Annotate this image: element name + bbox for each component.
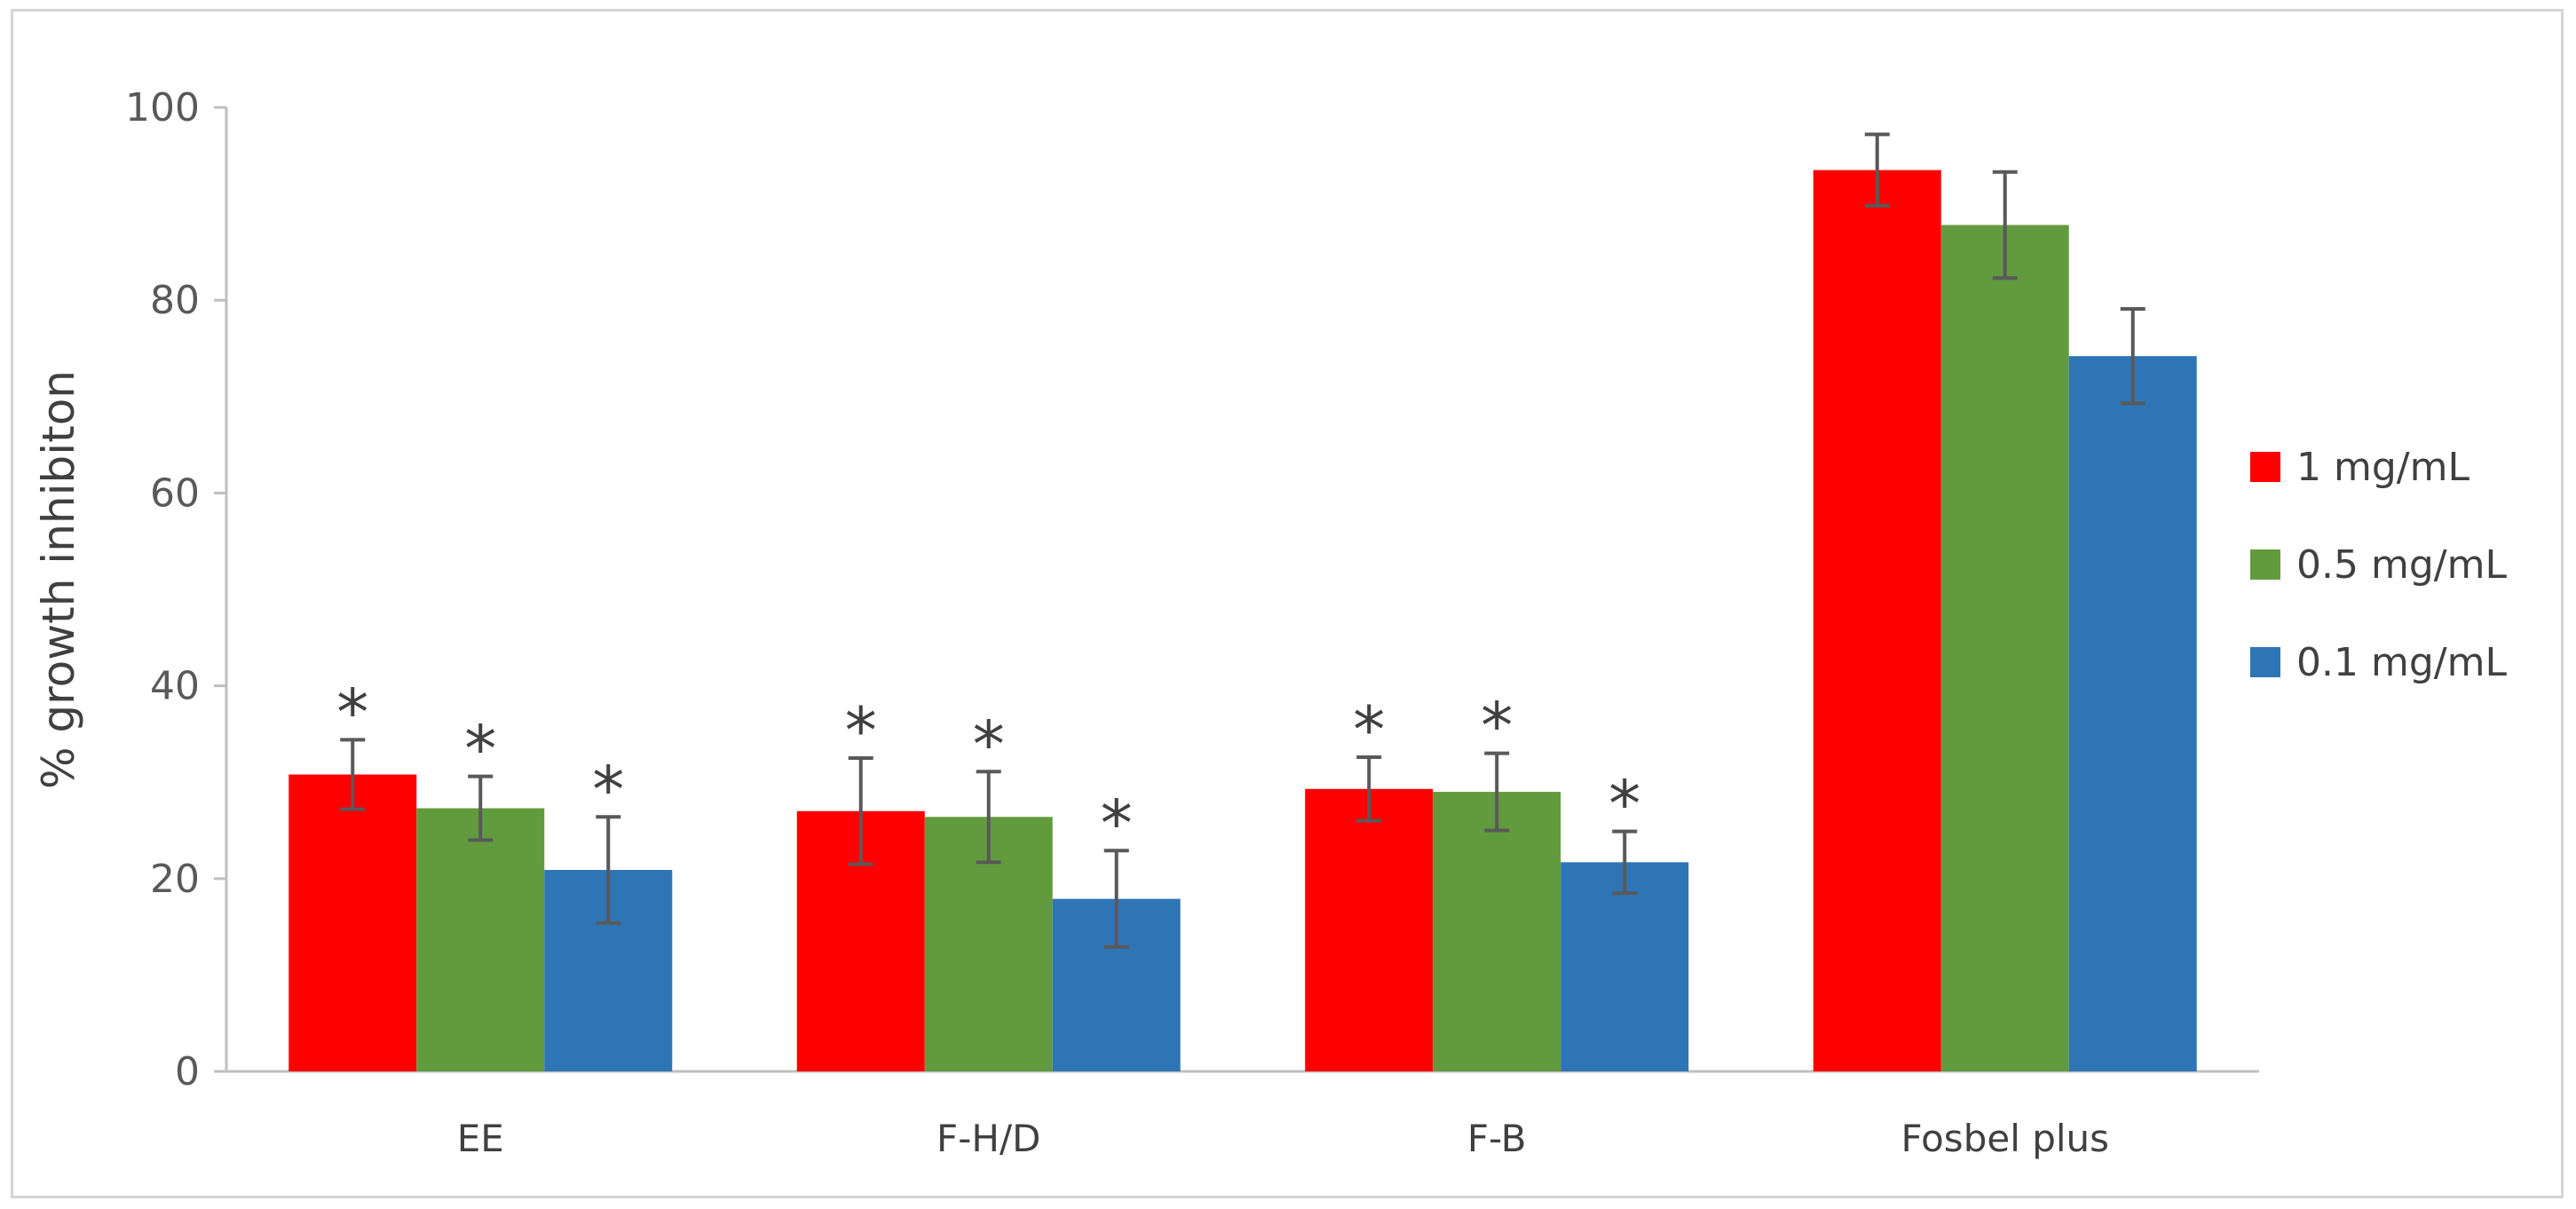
x-category-label: Fosbel plus xyxy=(1900,1117,2109,1160)
significance-star: * xyxy=(464,712,496,786)
legend: 1 mg/mL 0.5 mg/mL 0.1 mg/mL xyxy=(2250,445,2507,685)
significance-markers: * * * * * * * * * xyxy=(336,675,1640,860)
y-tick-label: 0 xyxy=(175,1049,200,1094)
bar xyxy=(1561,862,1689,1071)
bar xyxy=(1813,170,1941,1072)
y-axis-title: % growth inhibiton xyxy=(33,370,84,789)
significance-star: * xyxy=(973,707,1005,781)
legend-label: 0.5 mg/mL xyxy=(2296,542,2507,588)
y-axis: 0 20 40 60 80 100 xyxy=(125,85,228,1094)
legend-swatch xyxy=(2250,549,2280,580)
bar xyxy=(416,808,545,1071)
y-tick-label: 60 xyxy=(150,470,200,516)
legend-swatch xyxy=(2250,647,2280,677)
y-tick-label: 40 xyxy=(150,664,200,709)
y-tick-label: 20 xyxy=(150,857,200,902)
x-axis: EE F-H/D F-B Fosbel plus xyxy=(226,1070,2259,1160)
legend-label: 1 mg/mL xyxy=(2296,445,2469,490)
significance-star: * xyxy=(1101,786,1133,860)
legend-label: 0.1 mg/mL xyxy=(2296,640,2507,685)
significance-star: * xyxy=(1353,692,1385,767)
bar xyxy=(1305,788,1434,1071)
x-category-label: F-H/D xyxy=(936,1117,1040,1160)
significance-star: * xyxy=(592,752,624,826)
y-tick-label: 80 xyxy=(150,278,200,323)
error-bars xyxy=(340,132,2145,949)
significance-star: * xyxy=(845,693,877,768)
chart-frame: 0 20 40 60 80 100 EE F-H/D F-B Fosbel plus * * * * *… xyxy=(11,9,2564,1198)
x-category-label: EE xyxy=(457,1117,504,1160)
significance-star: * xyxy=(1481,689,1513,763)
legend-swatch xyxy=(2250,452,2280,482)
bars xyxy=(288,170,2197,1072)
y-tick-label: 100 xyxy=(125,85,200,130)
bar xyxy=(288,774,417,1071)
significance-star: * xyxy=(1608,767,1640,842)
bar xyxy=(1433,792,1561,1071)
x-category-label: F-B xyxy=(1467,1117,1527,1160)
significance-star: * xyxy=(336,675,368,749)
bar xyxy=(1940,225,2069,1071)
bar xyxy=(2068,356,2197,1071)
